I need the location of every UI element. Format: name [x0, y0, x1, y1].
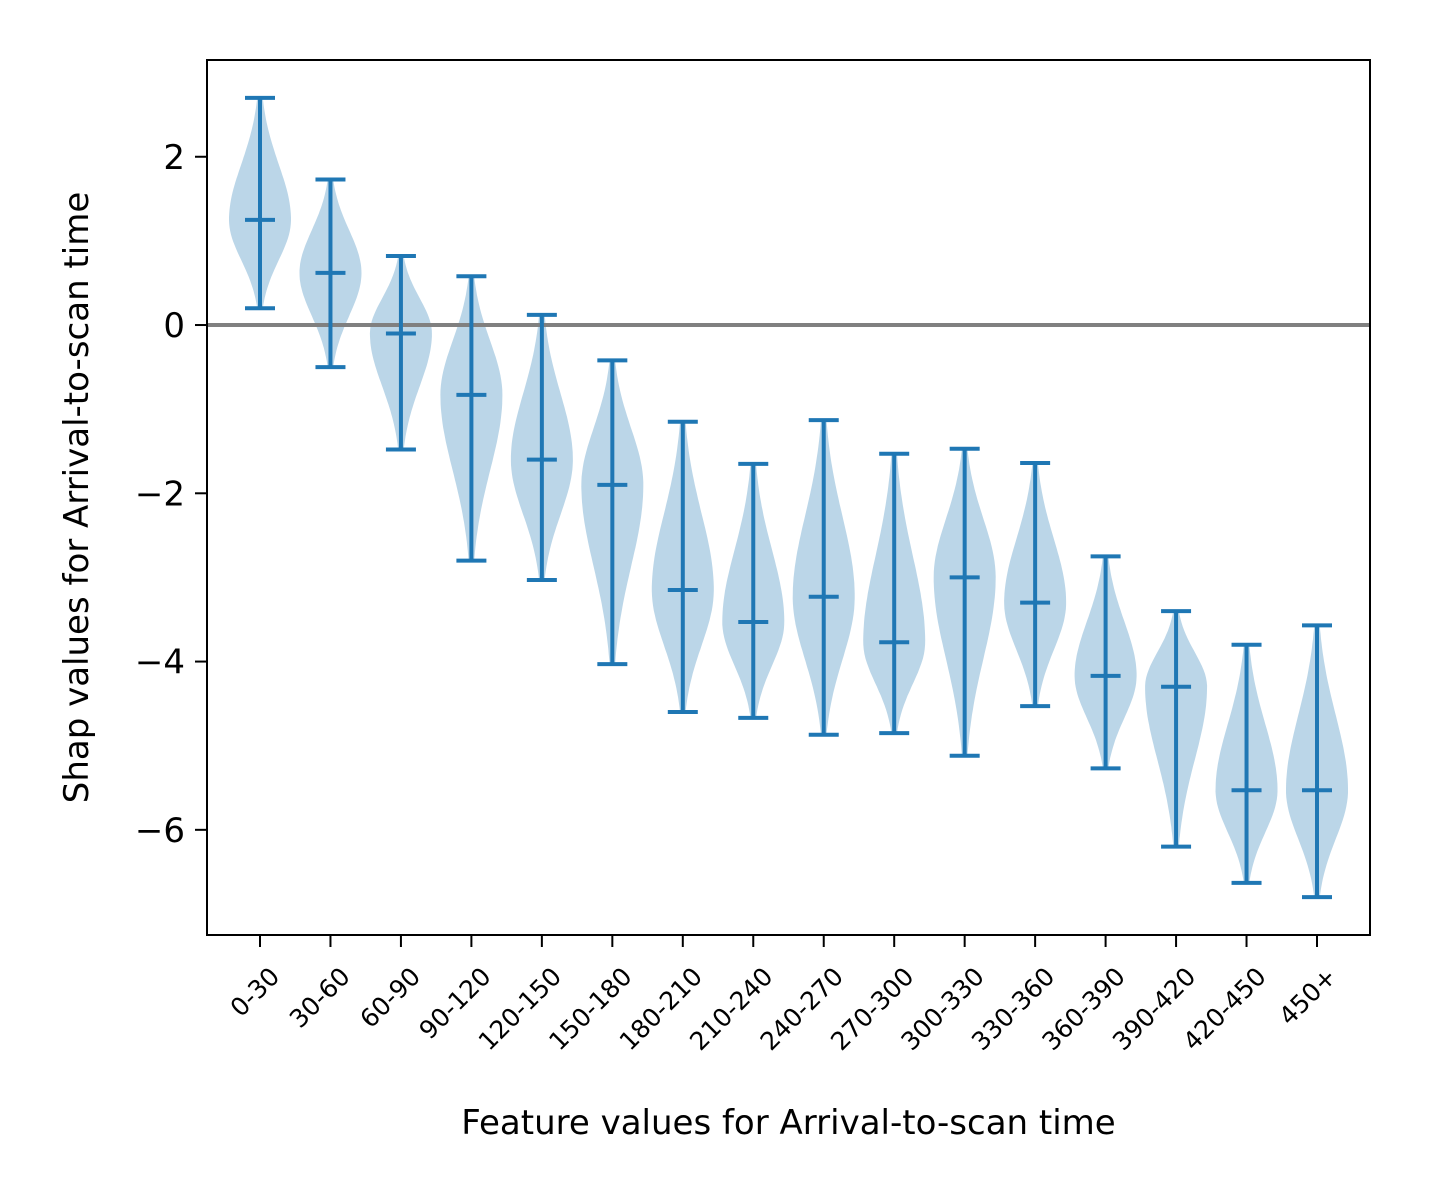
y-tick-label: 2	[163, 138, 185, 178]
whisker-layer	[245, 95, 1332, 900]
x-axis-label: Feature values for Arrival-to-scan time	[461, 1103, 1115, 1143]
violin-layer	[229, 97, 1348, 898]
y-tick-label: −4	[135, 643, 185, 683]
x-tick-label-30-60: 30-60	[284, 962, 356, 1034]
x-axis: 0-3030-6060-9090-120120-150150-180180-21…	[225, 935, 1342, 1056]
y-tick-label: −2	[135, 474, 185, 514]
y-axis-label: Shap values for Arrival-to-scan time	[57, 192, 97, 804]
y-tick-label: 0	[163, 306, 185, 346]
x-tick-label-0-30: 0-30	[225, 962, 286, 1023]
plot-frame	[206, 59, 1371, 936]
x-tick-label-450+: 450+	[1273, 962, 1342, 1031]
y-tick-label: −6	[135, 811, 185, 851]
y-axis: 2 0 −2 −4 −6	[135, 138, 207, 851]
